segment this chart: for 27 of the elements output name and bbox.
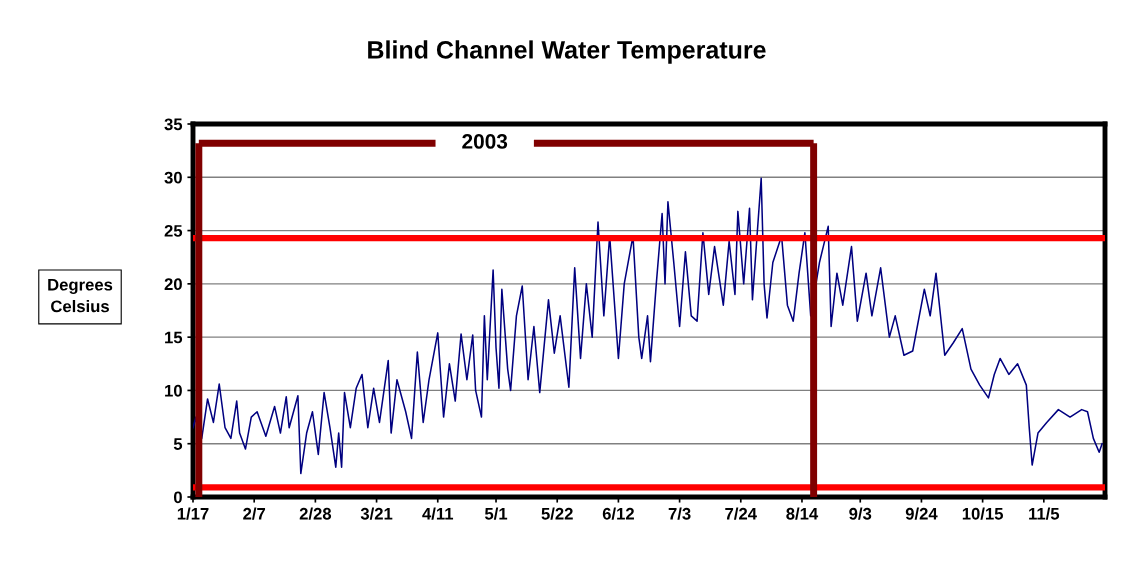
x-tick-label: 8/14 — [786, 507, 819, 520]
x-tick-label: 7/3 — [668, 507, 691, 520]
y-tick-label: 25 — [164, 224, 183, 237]
y-axis-title: Degrees Celsius — [48, 278, 113, 313]
x-tick-label: 5/22 — [541, 507, 573, 520]
x-tick-label: 9/24 — [905, 507, 938, 520]
y-tick-label: 20 — [164, 278, 182, 291]
y-tick-label: 30 — [164, 171, 182, 184]
x-tick-label: 6/12 — [602, 507, 634, 520]
annotation: 2003 — [462, 134, 508, 149]
x-tick-label: 9/3 — [849, 507, 872, 520]
x-tick-label: 5/1 — [484, 507, 508, 520]
y-tick-label: 0 — [173, 491, 182, 504]
x-tick-label: 4/11 — [422, 507, 454, 520]
x-tick-label: 11/5 — [1029, 507, 1060, 520]
y-tick-label: 5 — [173, 438, 183, 450]
x-tick-label: 3/21 — [360, 507, 393, 520]
y-tick-label: 35 — [164, 118, 183, 131]
x-tick-label: 1/17 — [177, 507, 209, 520]
line-series — [193, 177, 1103, 475]
chart-title: Blind Channel Water Temperature — [368, 40, 766, 64]
y-tick-label: 15 — [165, 331, 183, 344]
y-tick-label: 10 — [165, 384, 182, 397]
x-tick-label: 7/24 — [725, 507, 757, 520]
x-tick-label: 10/15 — [962, 507, 1004, 520]
x-tick-label: 2/7 — [243, 507, 266, 520]
x-tick-label: 2/28 — [299, 507, 332, 520]
